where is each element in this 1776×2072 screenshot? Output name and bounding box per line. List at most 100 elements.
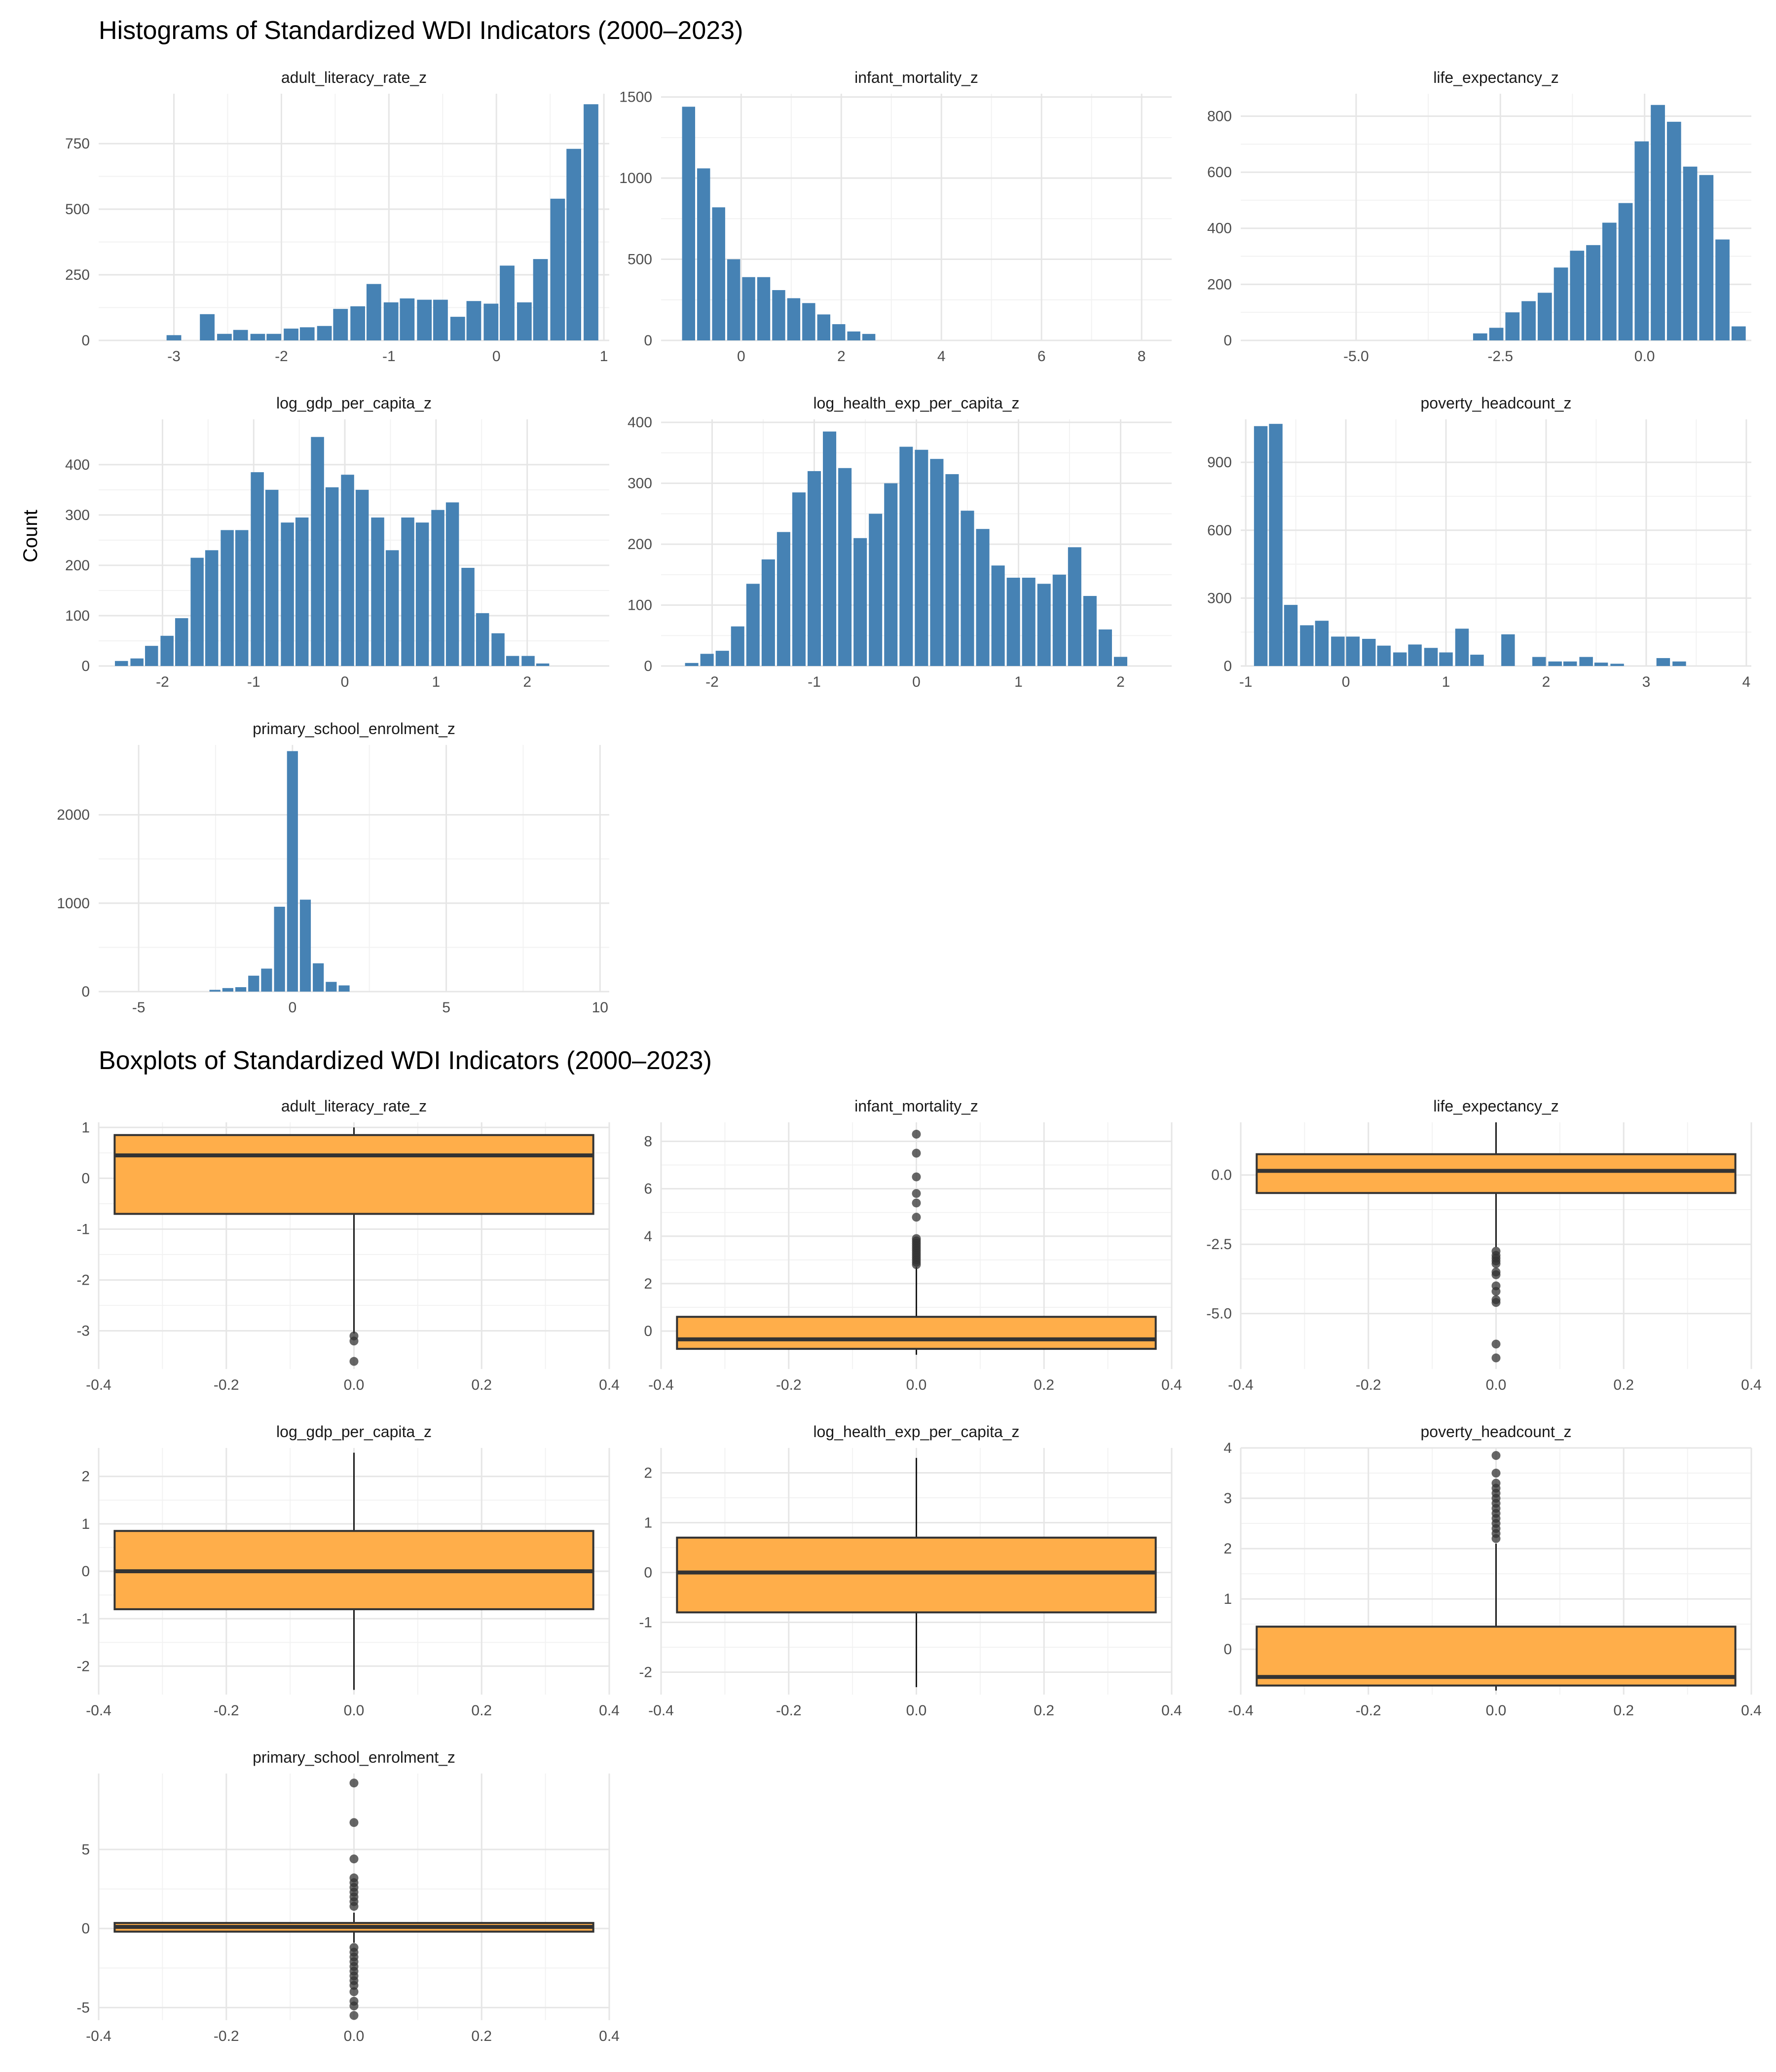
histogram-bar <box>333 309 348 340</box>
boxplot-panel-primary-school-enrolment-z: primary_school_enrolment_z -0.4 -0.2 0.0 0.2… <box>76 1748 620 2044</box>
histogram-bar <box>383 302 399 340</box>
histogram-panel-infant-mortality-z: infant_mortality_z 0 2 4 6 8 0 500 1000 1500 <box>619 69 1172 365</box>
histogram-bar <box>265 489 279 666</box>
histogram-bar <box>884 483 898 666</box>
x-tick-label: 0.0 <box>344 1702 365 1719</box>
histogram-bar <box>190 557 204 666</box>
x-tick-label: 0.0 <box>1486 1377 1507 1393</box>
histogram-panel-primary-school-enrolment-z: primary_school_enrolment_z -5 0 5 10 0 1000 200… <box>57 720 609 1016</box>
histogram-bar <box>483 303 499 340</box>
histogram-bar <box>205 550 219 666</box>
histogram-bar <box>415 522 429 666</box>
histogram-bar <box>761 559 775 666</box>
y-tick-label: -2 <box>76 1658 90 1674</box>
y-tick-label: 300 <box>1207 590 1232 606</box>
x-tick-label: -0.2 <box>1356 1377 1381 1393</box>
y-tick-label: 8 <box>644 1133 652 1149</box>
histogram-bar <box>491 633 505 666</box>
y-tick-label: 100 <box>65 608 90 624</box>
y-tick-label: 1 <box>1223 1591 1232 1607</box>
boxplot-panel-life-expectancy-z: life_expectancy_z -0.4 -0.2 0.0 0.2 0.4 -5.0 -2… <box>1206 1097 1762 1393</box>
y-tick-label: 0 <box>81 984 90 1000</box>
histogram-bar <box>417 299 432 340</box>
y-tick-label: -1 <box>76 1611 90 1627</box>
x-tick-label: 0.4 <box>1741 1702 1762 1719</box>
x-tick-label: 0 <box>288 999 296 1016</box>
histogram-bar <box>1098 629 1112 666</box>
x-tick-label: 0.2 <box>1613 1377 1634 1393</box>
y-tick-label: -1 <box>639 1615 652 1631</box>
y-tick-label: 1000 <box>57 895 90 912</box>
y-tick-label: 0 <box>1223 1641 1232 1658</box>
histogram-bar <box>366 284 381 340</box>
outlier-point <box>912 1198 921 1208</box>
histogram-bar <box>1393 652 1407 666</box>
histogram-bar <box>1594 663 1608 666</box>
histogram-bar <box>250 333 265 340</box>
histogram-bar <box>961 511 974 666</box>
histogram-bar <box>700 654 714 666</box>
histogram-bar <box>1666 121 1681 340</box>
histogram-bar <box>584 104 598 340</box>
outlier-point <box>1491 1353 1501 1363</box>
histogram-bar <box>461 568 475 666</box>
histogram-bar <box>697 168 710 340</box>
histogram-bar <box>251 472 264 666</box>
boxplot-panel-poverty-headcount-z: poverty_headcount_z -0.4 -0.2 0.0 0.2 0.4 0 1 2 3… <box>1223 1423 1762 1719</box>
x-tick-label: -2 <box>156 674 169 690</box>
histogram-bar <box>976 529 990 666</box>
y-tick-label: 0 <box>81 333 90 349</box>
histogram-bar <box>338 985 350 992</box>
outlier-point <box>349 1873 359 1883</box>
x-tick-label: 4 <box>1742 674 1751 690</box>
histogram-panel-log-gdp-per-capita-z: log_gdp_per_capita_z -2 -1 0 1 2 0 100 200 300 400 <box>65 394 609 690</box>
x-tick-label: -5.0 <box>1343 348 1369 365</box>
histogram-bar <box>295 517 309 666</box>
histogram-bar <box>235 530 249 666</box>
panel-title: log_health_exp_per_capita_z <box>813 1423 1019 1441</box>
x-tick-label: -2.5 <box>1487 348 1513 365</box>
histogram-bar <box>1439 652 1453 666</box>
x-tick-label: -0.4 <box>86 2028 111 2044</box>
histogram-bar <box>341 475 354 666</box>
histogram-bar <box>145 646 158 666</box>
panel-title: primary_school_enrolment_z <box>253 720 455 738</box>
histogram-bar <box>1699 175 1714 340</box>
y-tick-label: 600 <box>1207 522 1232 539</box>
x-tick-label: -1 <box>808 674 821 690</box>
y-tick-label: 0 <box>81 658 90 674</box>
histogram-bar <box>1501 634 1515 666</box>
histogram-bar <box>266 333 282 340</box>
x-tick-label: 1 <box>600 348 608 365</box>
y-tick-label: -5.0 <box>1206 1306 1232 1322</box>
x-tick-label: 0.4 <box>599 2028 620 2044</box>
histogram-bar <box>1715 239 1730 340</box>
y-tick-label: 900 <box>1207 454 1232 471</box>
y-tick-label: 0 <box>644 1565 652 1581</box>
histogram-bar <box>1656 658 1670 666</box>
histogram-bar <box>130 658 144 666</box>
histogram-bar <box>1470 655 1484 666</box>
histogram-bar <box>1548 661 1562 666</box>
outlier-point <box>912 1130 921 1139</box>
outlier-point <box>349 1854 359 1864</box>
histogram-bar <box>685 663 699 666</box>
outlier-point <box>1491 1339 1501 1349</box>
histogram-bar <box>248 975 259 992</box>
x-tick-label: 0.4 <box>599 1377 620 1393</box>
outlier-point <box>349 2011 359 2020</box>
histogram-bar <box>1254 426 1268 666</box>
x-tick-label: -2 <box>705 674 719 690</box>
y-tick-label: 400 <box>65 457 90 473</box>
x-tick-label: -3 <box>167 348 181 365</box>
outlier-point <box>349 1818 359 1827</box>
histogram-bar <box>1300 625 1314 666</box>
histogram-bar <box>371 517 384 666</box>
histogram-bar <box>862 333 876 340</box>
histogram-bar <box>1610 664 1624 666</box>
x-tick-label: 0.4 <box>1161 1377 1182 1393</box>
histogram-bar <box>287 751 298 992</box>
outlier-point <box>349 1336 359 1346</box>
histogram-bar <box>1731 326 1746 340</box>
histogram-bar <box>311 437 324 666</box>
